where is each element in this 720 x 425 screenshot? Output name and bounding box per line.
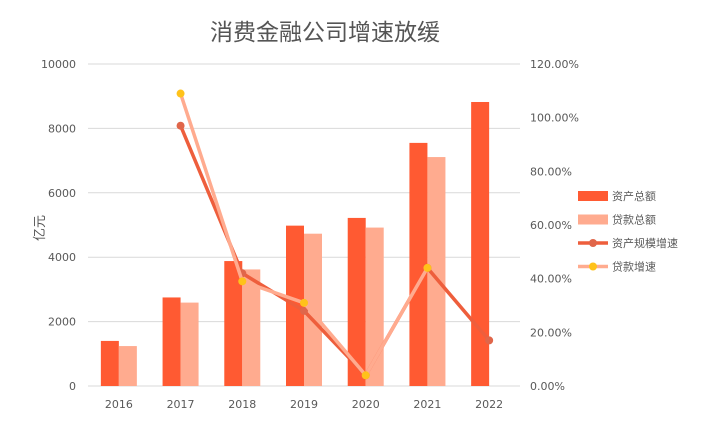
x-tick-label: 2021 bbox=[413, 398, 441, 411]
y2-tick-label: 40.00% bbox=[530, 273, 572, 286]
data-point bbox=[361, 371, 370, 380]
bar bbox=[347, 217, 366, 386]
x-tick-label: 2019 bbox=[290, 398, 318, 411]
y-tick-label: 2000 bbox=[48, 316, 76, 329]
data-point bbox=[300, 306, 308, 315]
bar bbox=[224, 261, 243, 386]
y2-tick-label: 100.00% bbox=[530, 112, 579, 125]
bar bbox=[242, 269, 261, 386]
y-tick-label: 6000 bbox=[48, 187, 76, 200]
bar bbox=[427, 157, 446, 386]
y-tick-label: 8000 bbox=[48, 122, 76, 135]
bar bbox=[304, 233, 322, 386]
data-point bbox=[176, 89, 185, 98]
bar bbox=[180, 302, 199, 386]
y-tick-label: 0 bbox=[69, 380, 76, 393]
data-point bbox=[485, 336, 494, 345]
legend-label: 资产总额 bbox=[612, 189, 656, 203]
bar bbox=[471, 101, 490, 386]
data-point bbox=[423, 263, 432, 272]
x-tick-label: 2017 bbox=[167, 398, 195, 411]
y2-tick-label: 80.00% bbox=[530, 165, 572, 178]
data-point bbox=[300, 298, 308, 307]
x-tick-label: 2020 bbox=[352, 398, 380, 411]
y2-tick-label: 20.00% bbox=[530, 326, 572, 339]
y-tick-label: 4000 bbox=[48, 251, 76, 264]
y2-tick-label: 120.00% bbox=[530, 58, 579, 71]
y-tick-label: 10000 bbox=[41, 58, 76, 71]
y2-tick-label: 0.00% bbox=[530, 380, 565, 393]
legend-marker bbox=[589, 239, 597, 247]
bar bbox=[162, 297, 181, 386]
legend-label: 贷款增速 bbox=[612, 260, 656, 274]
legend-label: 资产规模增速 bbox=[612, 236, 678, 250]
legend-swatch bbox=[578, 214, 608, 225]
axis-labels: 0 2000 4000 6000 8000 10000 0.00% 20.00% 40.00% 6… bbox=[41, 58, 579, 411]
x-tick-label: 2022 bbox=[475, 398, 503, 411]
chart-title: 消费金融公司增速放缓 bbox=[210, 20, 440, 46]
line-series bbox=[176, 89, 494, 380]
bar bbox=[100, 340, 119, 386]
legend-swatch bbox=[578, 191, 608, 201]
y2-tick-label: 60.00% bbox=[530, 219, 572, 232]
bar bbox=[409, 142, 428, 386]
x-tick-label: 2016 bbox=[105, 398, 133, 411]
bars bbox=[100, 101, 490, 386]
y-axis-label: 亿元 bbox=[33, 215, 48, 241]
data-point bbox=[176, 121, 185, 130]
bar bbox=[118, 346, 137, 386]
legend-label: 贷款总额 bbox=[612, 213, 656, 227]
data-point bbox=[238, 277, 247, 286]
x-tick-label: 2018 bbox=[228, 398, 256, 411]
bar bbox=[365, 227, 384, 386]
legend-marker bbox=[589, 262, 597, 271]
